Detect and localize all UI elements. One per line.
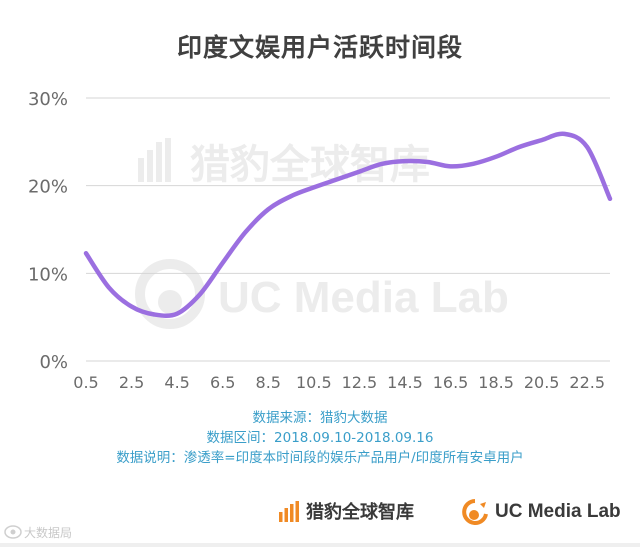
x-axis-ticks: 0.5 2.5 4.5 6.5 8.5 10.5 12.5 14.5 16.5 18.5 20.5 2… (73, 373, 605, 392)
x-tick-label: 6.5 (210, 373, 235, 392)
data-point (517, 145, 521, 149)
data-point (562, 132, 566, 136)
cheetah-brand-label: 猎豹全球智库 (306, 502, 414, 523)
uc-squirrel-logo-icon (462, 499, 488, 525)
data-point (312, 185, 316, 189)
data-point (244, 230, 247, 234)
watermark-layer: 猎豹全球智库 UC Media Lab (135, 138, 509, 329)
data-point (471, 162, 475, 166)
cheetah-brand: 猎豹全球智库 (278, 498, 414, 524)
series-layer (83, 131, 613, 319)
data-point (221, 261, 225, 265)
x-tick-label: 18.5 (478, 373, 514, 392)
data-point (357, 170, 361, 174)
x-tick-label: 14.5 (387, 373, 423, 392)
chart-title: 印度文娱用户活跃时间段 (176, 33, 463, 62)
x-tick-label: 2.5 (119, 373, 144, 392)
cheetah-watermark-text: 猎豹全球智库 (190, 142, 430, 188)
y-tick-label: 20% (28, 177, 68, 198)
data-point (585, 145, 589, 149)
data-point (540, 138, 544, 142)
uc-brand: UC Media Lab (460, 498, 621, 526)
data-point (107, 285, 111, 289)
x-tick-label: 10.5 (296, 373, 332, 392)
data-point (608, 197, 612, 201)
series-line (83, 131, 613, 319)
x-tick-label: 12.5 (342, 373, 378, 392)
data-point (266, 207, 270, 211)
x-tick-label: 0.5 (73, 373, 98, 392)
cheetah-watermark-bars-icon (138, 138, 171, 182)
corner-watermark: 大数据局 (2, 523, 72, 541)
line-chart: 猎豹全球智库 UC Media Lab 0% 10% 20% 30% 0.5 2.5 4.… (28, 89, 613, 392)
cheetah-bars-icon (279, 501, 299, 522)
data-point (494, 155, 498, 159)
x-tick-label: 4.5 (164, 373, 189, 392)
grid-layer (86, 97, 610, 362)
data-point (152, 313, 156, 316)
corner-watermark-label: 大数据局 (24, 525, 73, 540)
data-explanation-note: 数据说明：渗透率=印度本时间段的娱乐产品用户/印度所有安卓用户 (116, 450, 524, 466)
chart-notes: 数据来源：猎豹大数据 数据区间：2018.09.10-2018.09.16 数据… (0, 408, 640, 468)
x-tick-label: 8.5 (256, 373, 281, 392)
data-point (84, 251, 88, 255)
data-point (289, 194, 293, 198)
y-tick-label: 10% (28, 264, 68, 285)
data-point (130, 305, 134, 309)
y-tick-label: 30% (28, 89, 68, 110)
data-point (380, 162, 384, 166)
data-point (175, 312, 179, 316)
data-point (198, 292, 202, 296)
x-tick-label: 22.5 (569, 373, 605, 392)
data-point (403, 159, 407, 163)
data-source-note: 数据来源：猎豹大数据 (252, 410, 388, 426)
data-point (449, 164, 452, 168)
data-point (426, 160, 430, 164)
weibo-eye-icon (4, 525, 22, 539)
y-tick-label: 0% (39, 352, 68, 373)
x-tick-label: 20.5 (524, 373, 560, 392)
data-range-note: 数据区间：2018.09.10-2018.09.16 (206, 430, 434, 446)
uc-watermark-text: UC Media Lab (218, 273, 509, 322)
bottom-divider (0, 543, 640, 547)
x-tick-label: 16.5 (433, 373, 469, 392)
y-axis-ticks: 0% 10% 20% 30% (28, 89, 68, 373)
uc-brand-label: UC Media Lab (495, 501, 621, 522)
data-point (335, 178, 339, 181)
